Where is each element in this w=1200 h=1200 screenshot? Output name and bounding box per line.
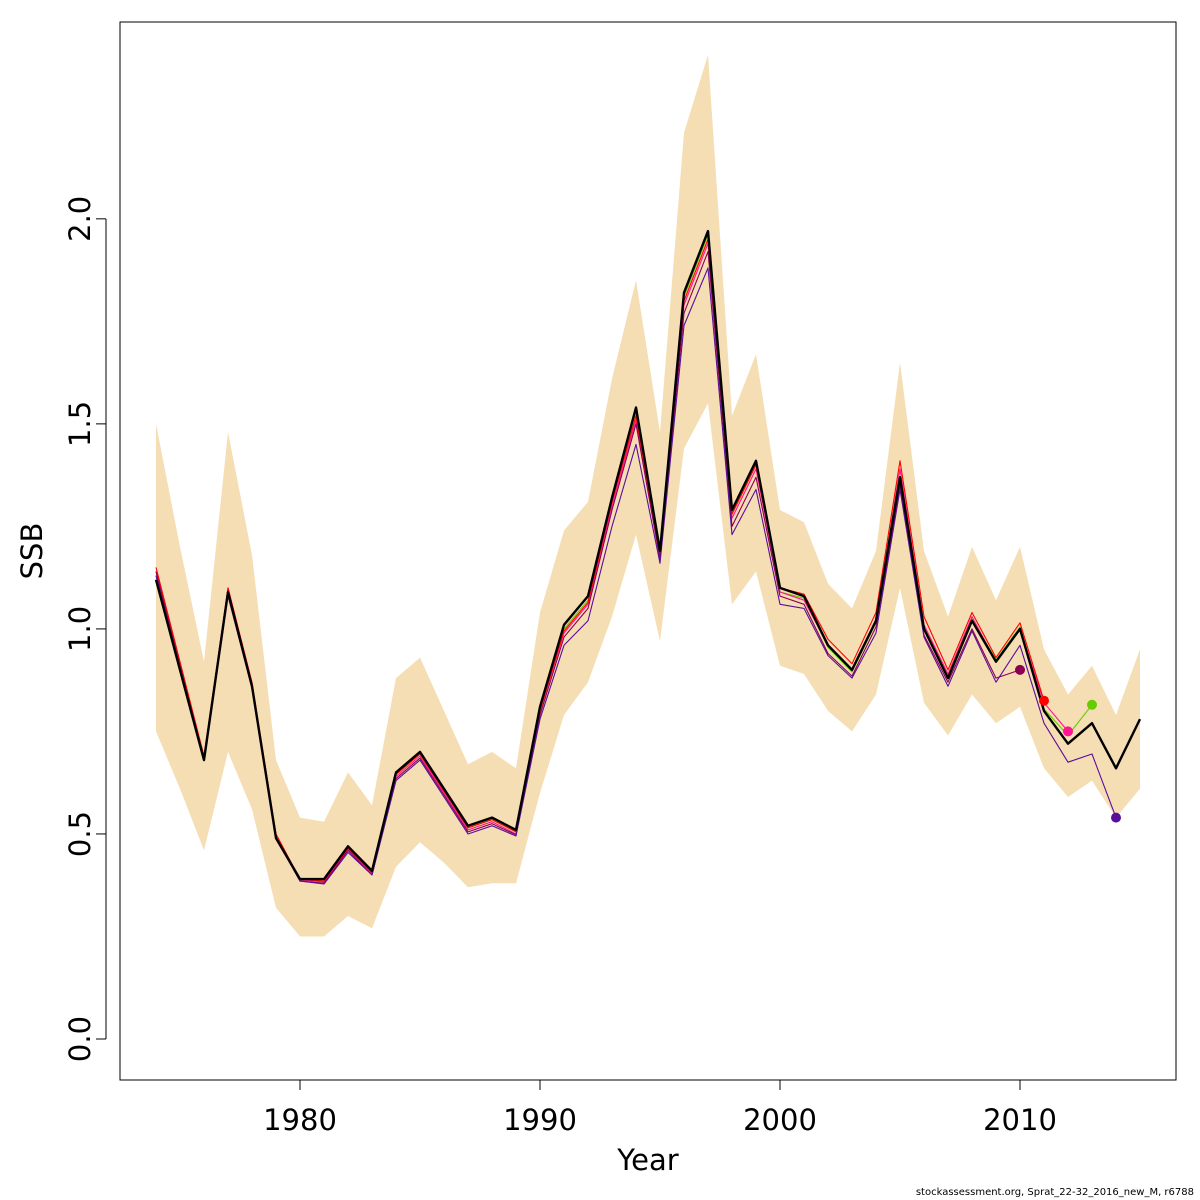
y-tick-label: 2.0 [63, 196, 97, 242]
x-axis-label: Year [616, 1143, 678, 1177]
y-axis-label: SSB [15, 523, 49, 580]
point-peel-2010-terminal [1015, 664, 1025, 675]
x-tick-label: 1990 [503, 1103, 577, 1137]
series-line-assessment [154, 229, 1142, 881]
y-tick-label: 0.0 [63, 1016, 97, 1062]
y-tick-label: 1.0 [63, 606, 97, 652]
footer-credit: stockassessment.org, Sprat_22-32_2016_ne… [915, 1187, 1194, 1198]
y-axis: 0.0 0.5 1.0 1.5 2.0 [63, 196, 107, 1062]
y-tick-label: 1.5 [63, 401, 97, 447]
x-axis: 1980 1990 2000 2010 [263, 1079, 1057, 1137]
point-peel-2012-terminal [1063, 726, 1073, 737]
x-tick-label: 2010 [983, 1103, 1057, 1137]
x-tick-label: 2000 [743, 1103, 817, 1137]
point-peel-2011-terminal [1039, 695, 1049, 706]
series-line-peel-2014 [155, 267, 1117, 885]
x-tick-label: 1980 [263, 1103, 337, 1137]
confidence-band [156, 54, 1140, 937]
point-peel-2014-terminal [1111, 812, 1121, 823]
y-tick-label: 0.5 [63, 811, 97, 857]
point-peel-2013-terminal [1087, 699, 1097, 710]
